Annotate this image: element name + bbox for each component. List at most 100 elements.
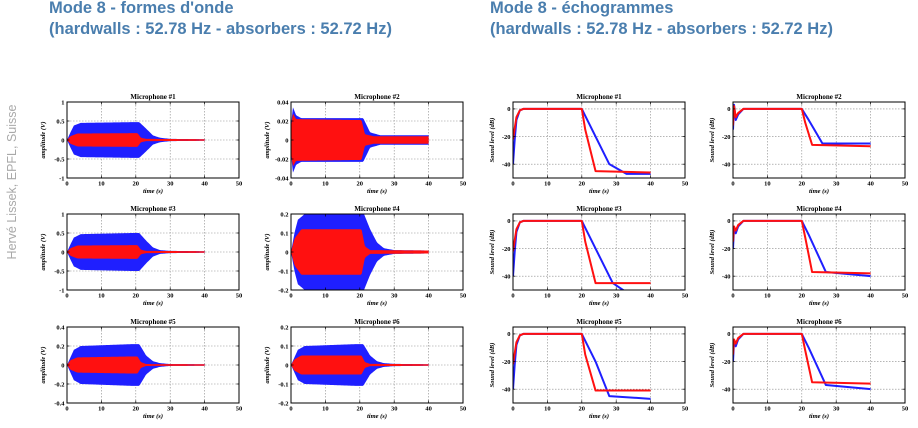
x-axis-label: time (s) <box>809 300 829 307</box>
y-tick-label: -20 <box>502 359 511 366</box>
chart-title: Microphone #1 <box>576 93 622 101</box>
x-tick-label: 30 <box>167 293 174 300</box>
y-tick-label: 0 <box>727 218 730 225</box>
waveforms-heading: Mode 8 - formes d'onde (hardwalls : 52.7… <box>49 0 392 40</box>
y-axis-label: Sound level (dB) <box>709 343 716 388</box>
series-red-line <box>513 107 651 174</box>
series-red-line <box>513 332 651 392</box>
echograms-heading-line2: (hardwalls : 52.78 Hz - absorbers : 52.7… <box>490 20 833 38</box>
plot-area <box>291 344 429 386</box>
y-tick-label: 0 <box>61 249 64 256</box>
y-tick-label: 0 <box>507 106 510 113</box>
y-axis-label: amplitude (V) <box>264 346 271 383</box>
plot-frame <box>732 101 906 179</box>
x-axis-label: time (s) <box>367 413 387 420</box>
y-tick-label: 1 <box>61 99 64 106</box>
y-tick-label: 0 <box>727 331 730 338</box>
series-red-line <box>513 219 651 285</box>
y-tick-label: -40 <box>502 386 511 393</box>
plot-area <box>513 332 651 400</box>
chart-title: Microphone #6 <box>796 318 842 326</box>
x-tick-label: 0 <box>65 181 68 188</box>
x-tick-label: 30 <box>833 293 840 300</box>
y-tick-label: -0.5 <box>54 268 65 275</box>
y-tick-label: -20 <box>502 134 511 141</box>
x-tick-label: 10 <box>322 293 329 300</box>
y-tick-label: -20 <box>722 134 731 141</box>
x-tick-label: 10 <box>764 293 771 300</box>
chart-title: Microphone #5 <box>576 318 622 326</box>
y-tick-label: 0 <box>61 362 64 369</box>
x-axis-label: time (s) <box>809 413 829 420</box>
y-tick-label: 0 <box>507 331 510 338</box>
x-tick-label: 20 <box>799 293 806 300</box>
x-tick-label: 10 <box>98 406 105 413</box>
series-red-line <box>733 105 871 148</box>
y-axis-label: amplitude (V) <box>40 346 47 383</box>
x-tick-label: 0 <box>289 293 292 300</box>
plot-area <box>67 344 205 386</box>
x-tick-label: 30 <box>391 406 398 413</box>
x-tick-label: 10 <box>322 181 329 188</box>
x-tick-label: 50 <box>682 406 689 413</box>
y-tick-label: -20 <box>502 246 511 253</box>
chart-title: Microphone #6 <box>354 318 400 326</box>
x-tick-label: 20 <box>357 406 364 413</box>
x-tick-label: 0 <box>511 181 514 188</box>
x-tick-label: 30 <box>613 293 620 300</box>
x-tick-label: 40 <box>425 406 432 413</box>
x-axis-label: time (s) <box>143 188 163 195</box>
y-tick-label: -40 <box>502 273 511 280</box>
chart-panel: 0 10 20 30 40 50 -40 -20 0 Microphone #1 time (s) S… <box>489 93 688 195</box>
chart-title: Microphone #1 <box>130 93 176 101</box>
y-tick-label: -1 <box>59 175 64 182</box>
y-axis-label: amplitude (V) <box>264 121 271 158</box>
plot-area <box>513 219 651 290</box>
chart-title: Microphone #5 <box>130 318 176 326</box>
x-tick-label: 0 <box>511 406 514 413</box>
x-tick-label: 30 <box>613 181 620 188</box>
plot-area <box>513 107 651 175</box>
x-tick-label: 10 <box>322 406 329 413</box>
y-tick-label: 0 <box>285 362 288 369</box>
y-tick-label: 0.4 <box>56 324 65 331</box>
y-axis-label: Sound level (dB) <box>709 230 716 275</box>
y-tick-label: -1 <box>59 287 64 294</box>
x-tick-label: 40 <box>425 181 432 188</box>
y-tick-label: 0.1 <box>280 343 288 350</box>
y-tick-label: -0.2 <box>278 287 288 294</box>
waveforms-heading-line2: (hardwalls : 52.78 Hz - absorbers : 52.7… <box>49 20 392 38</box>
y-tick-label: 1 <box>61 211 64 218</box>
y-tick-label: -40 <box>722 273 731 280</box>
y-axis-label: Sound level (dB) <box>489 343 496 388</box>
x-axis-label: time (s) <box>367 188 387 195</box>
y-axis-label: amplitude (V) <box>40 121 47 158</box>
chart-panel: 0 10 20 30 40 50 -40 -20 0 Microphone #4 time (s) S… <box>709 205 908 307</box>
y-tick-label: 0 <box>727 106 730 113</box>
series-red-line <box>733 332 871 385</box>
y-tick-label: -20 <box>722 246 731 253</box>
plot-frame <box>732 326 906 404</box>
chart-panel: 0 10 20 30 40 50 -40 -20 0 Microphone #5 time (s) S… <box>489 318 688 420</box>
x-tick-label: 50 <box>236 293 243 300</box>
x-tick-label: 30 <box>391 293 398 300</box>
y-tick-label: -0.2 <box>278 400 288 407</box>
x-tick-label: 20 <box>133 406 140 413</box>
x-tick-label: 40 <box>201 293 208 300</box>
y-tick-label: 0 <box>285 249 288 256</box>
x-tick-label: 30 <box>613 406 620 413</box>
x-tick-label: 0 <box>731 293 734 300</box>
y-tick-label: 0 <box>285 137 288 144</box>
chart-title: Microphone #3 <box>576 205 622 213</box>
x-tick-label: 20 <box>799 406 806 413</box>
plot-background <box>733 102 905 178</box>
plot-background <box>513 327 685 403</box>
y-tick-label: -0.4 <box>54 400 65 407</box>
chart-title: Microphone #2 <box>796 93 842 101</box>
x-tick-label: 20 <box>133 293 140 300</box>
y-tick-label: 0.5 <box>56 118 65 125</box>
x-axis-label: time (s) <box>143 300 163 307</box>
x-axis-label: time (s) <box>589 188 609 195</box>
x-tick-label: 10 <box>764 181 771 188</box>
